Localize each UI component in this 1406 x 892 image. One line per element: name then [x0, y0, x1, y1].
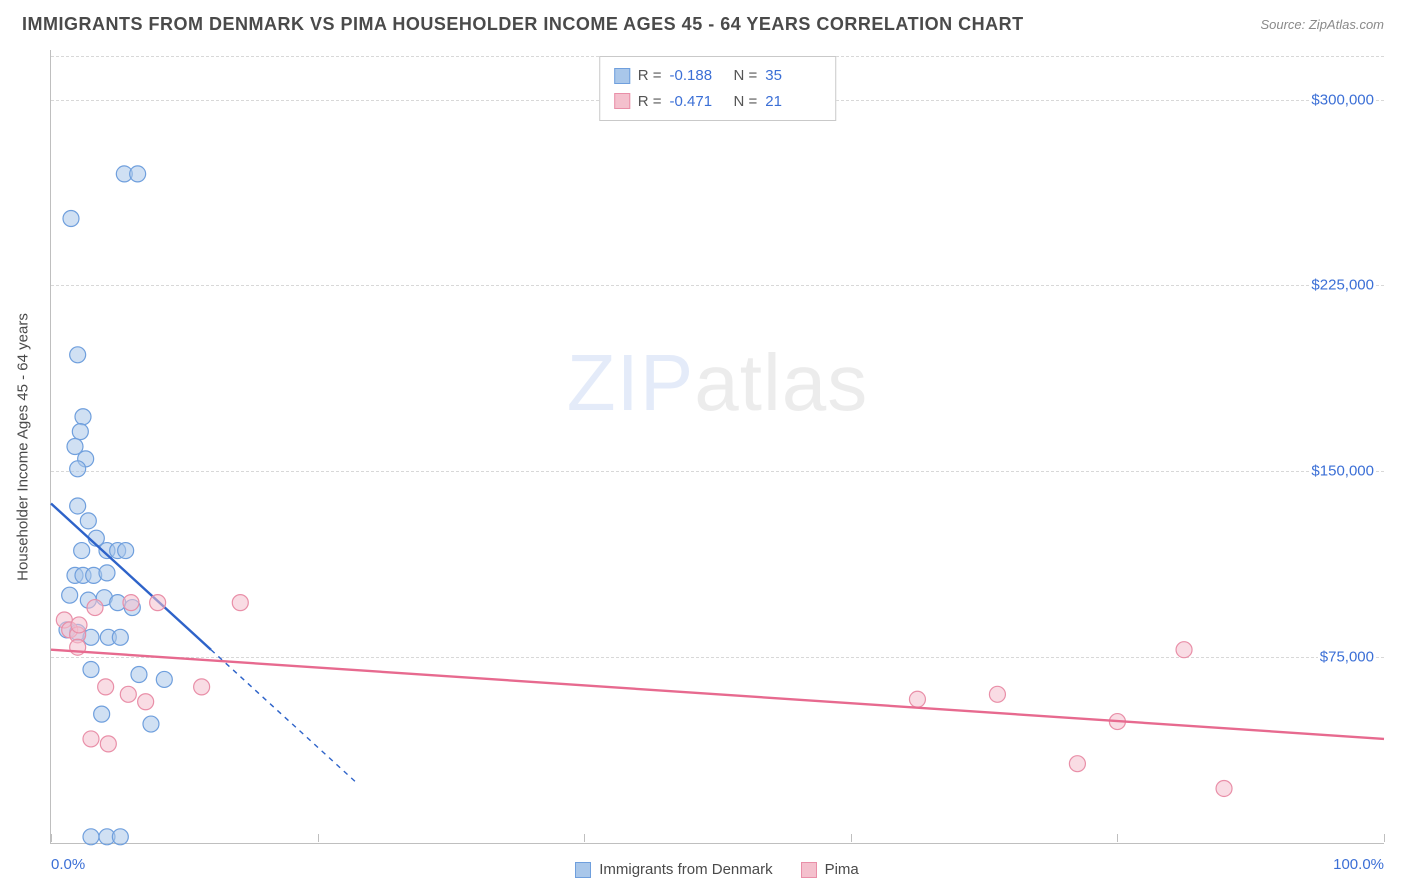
scatter-point-pima	[1176, 642, 1192, 658]
scatter-point-denmark	[83, 662, 99, 678]
scatter-point-pima	[1069, 756, 1085, 772]
stats-row-denmark: R =-0.188N =35	[614, 63, 822, 89]
scatter-point-denmark	[70, 461, 86, 477]
legend-item-pima: Pima	[801, 861, 859, 878]
scatter-plot-svg	[51, 50, 1384, 843]
scatter-point-denmark	[72, 424, 88, 440]
scatter-point-denmark	[156, 671, 172, 687]
scatter-point-pima	[87, 600, 103, 616]
scatter-point-denmark	[63, 211, 79, 227]
scatter-point-pima	[138, 694, 154, 710]
scatter-point-pima	[100, 736, 116, 752]
scatter-point-denmark	[143, 716, 159, 732]
scatter-point-denmark	[80, 513, 96, 529]
stats-legend-box: R =-0.188N =35R =-0.471N =21	[599, 56, 837, 121]
scatter-point-denmark	[74, 543, 90, 559]
stats-row-pima: R =-0.471N =21	[614, 89, 822, 115]
scatter-point-pima	[1216, 780, 1232, 796]
chart-title: IMMIGRANTS FROM DENMARK VS PIMA HOUSEHOL…	[22, 14, 1024, 35]
scatter-point-denmark	[70, 347, 86, 363]
scatter-point-denmark	[112, 629, 128, 645]
regression-line-pima	[51, 650, 1384, 739]
scatter-point-pima	[150, 595, 166, 611]
y-axis-title: Householder Income Ages 45 - 64 years	[15, 313, 32, 581]
scatter-point-denmark	[131, 666, 147, 682]
scatter-point-denmark	[130, 166, 146, 182]
scatter-point-pima	[909, 691, 925, 707]
scatter-point-pima	[989, 686, 1005, 702]
swatch-denmark	[614, 68, 630, 84]
scatter-point-pima	[98, 679, 114, 695]
swatch-pima	[614, 93, 630, 109]
scatter-point-denmark	[62, 587, 78, 603]
scatter-point-pima	[83, 731, 99, 747]
legend-item-denmark: Immigrants from Denmark	[575, 861, 772, 878]
scatter-point-denmark	[70, 498, 86, 514]
scatter-point-denmark	[75, 409, 91, 425]
scatter-point-pima	[71, 617, 87, 633]
chart-plot-area: Householder Income Ages 45 - 64 years ZI…	[50, 50, 1384, 844]
scatter-point-denmark	[94, 706, 110, 722]
scatter-point-pima	[194, 679, 210, 695]
swatch-denmark	[575, 862, 591, 878]
scatter-point-denmark	[118, 543, 134, 559]
scatter-point-pima	[123, 595, 139, 611]
swatch-pima	[801, 862, 817, 878]
scatter-point-pima	[120, 686, 136, 702]
scatter-point-pima	[232, 595, 248, 611]
scatter-point-denmark	[99, 565, 115, 581]
source-attribution: Source: ZipAtlas.com	[1260, 17, 1384, 32]
bottom-legend: Immigrants from Denmark Pima	[50, 861, 1384, 878]
